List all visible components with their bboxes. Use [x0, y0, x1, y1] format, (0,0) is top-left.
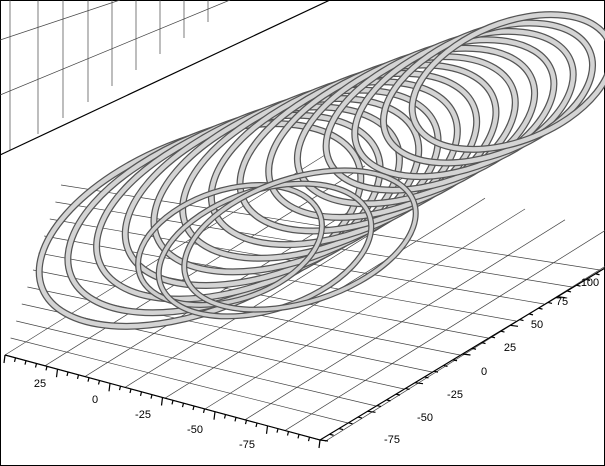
front-tick-label: -75: [239, 439, 255, 451]
right-tick-label: 25: [504, 342, 516, 354]
visualization: 25 0 -25 -50 -75 100 75 50 25 0 -25 -50 …: [0, 0, 605, 466]
right-tick-label: -25: [447, 389, 463, 401]
right-tick-label: -50: [417, 412, 433, 424]
right-tick-label: 0: [481, 366, 487, 378]
front-tick-label: -50: [187, 424, 203, 436]
right-tick-label: -75: [384, 434, 400, 446]
front-tick-label: 25: [34, 378, 46, 390]
right-tick-label: 75: [556, 296, 568, 308]
right-tick-label: 50: [531, 319, 543, 331]
front-tick-label: -25: [135, 409, 151, 421]
front-tick-label: 0: [92, 394, 98, 406]
right-tick-label: 100: [581, 277, 599, 289]
